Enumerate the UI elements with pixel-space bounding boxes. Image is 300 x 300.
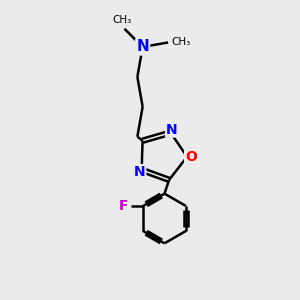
- Text: N: N: [134, 165, 146, 179]
- Text: O: O: [185, 150, 197, 164]
- Text: N: N: [136, 39, 149, 54]
- Text: CH₃: CH₃: [172, 37, 191, 46]
- Text: F: F: [119, 199, 128, 213]
- Text: N: N: [166, 123, 177, 137]
- Text: CH₃: CH₃: [112, 15, 131, 25]
